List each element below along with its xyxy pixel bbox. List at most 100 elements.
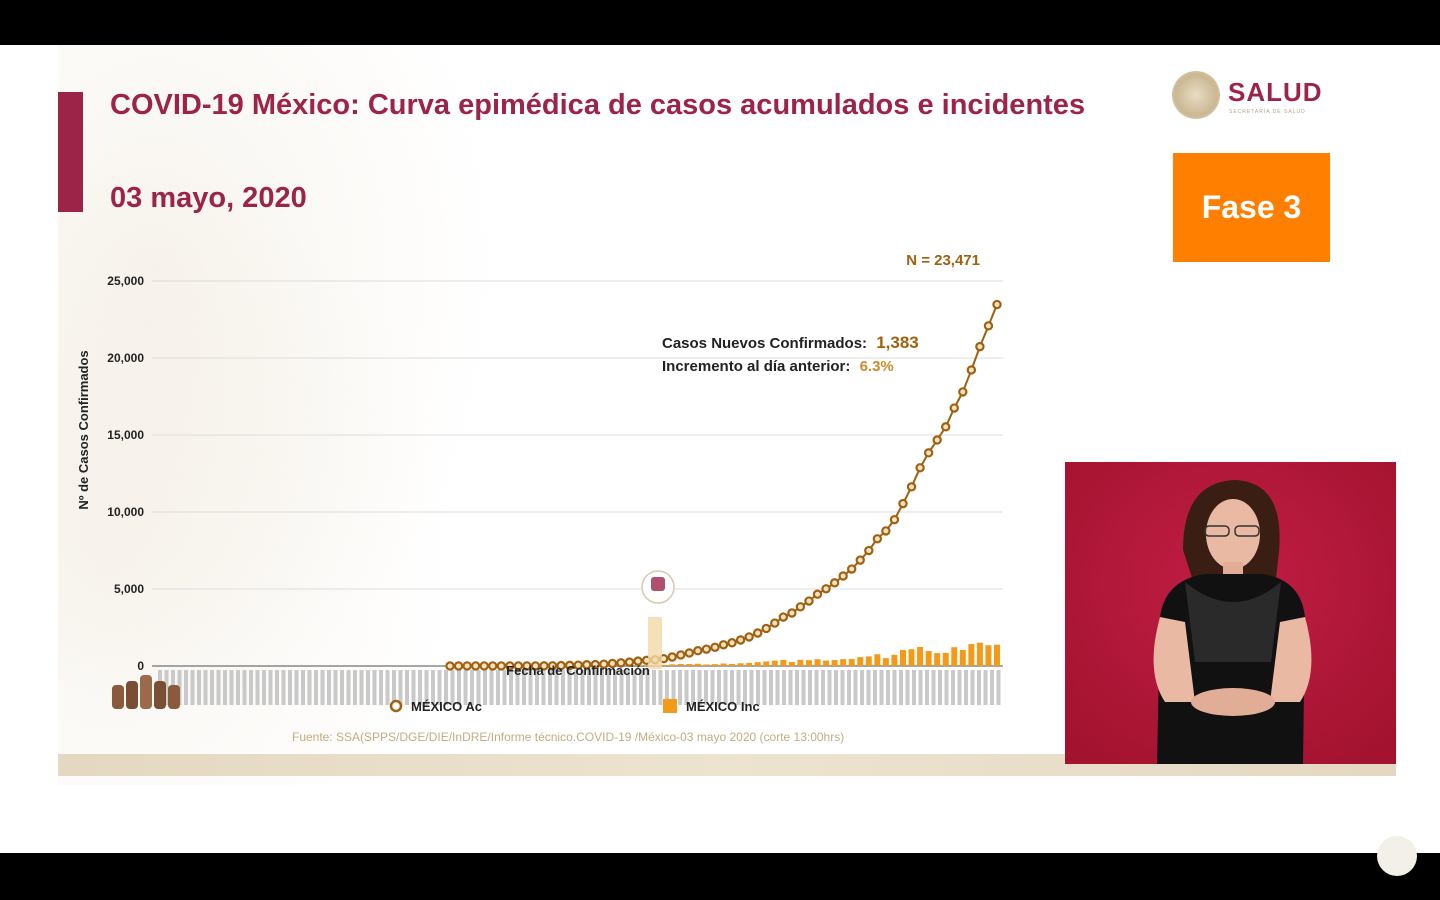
cumulative-point (889, 514, 900, 525)
x-date-tick (587, 670, 591, 705)
x-date-tick (970, 670, 975, 705)
x-date-tick (541, 670, 546, 705)
cumulative-point (752, 628, 763, 638)
x-date-tick (593, 670, 598, 705)
y-tick-label: 10,000 (107, 505, 144, 519)
incident-bar (985, 645, 992, 666)
x-date-tick (925, 670, 929, 705)
x-date-tick (307, 670, 312, 705)
incident-bar (942, 652, 949, 666)
cumulative-point (624, 657, 635, 667)
cumulative-point (847, 564, 857, 574)
incident-bar (797, 659, 804, 666)
legend-label-incident: MÉXICO Inc (686, 699, 760, 714)
cumulative-point (735, 635, 746, 645)
x-date-tick (606, 670, 611, 705)
legend-label-cumulative: MÉXICO Ac (411, 699, 482, 714)
x-date-tick (990, 670, 994, 705)
cumulative-point (744, 632, 754, 642)
cumulative-point (710, 642, 720, 652)
incident-bar (934, 653, 941, 666)
cumulative-point (983, 321, 994, 331)
incident-bar (805, 660, 812, 666)
x-date-tick (236, 670, 240, 705)
cumulative-point (599, 659, 609, 669)
incident-bar (951, 647, 958, 666)
x-date-tick (847, 670, 851, 705)
y-tick-label: 0 (137, 659, 144, 673)
cumulative-point (761, 623, 771, 634)
cumulative-point (915, 463, 925, 473)
incident-bar (814, 659, 821, 666)
x-date-tick (268, 670, 273, 705)
incident-bar (968, 644, 975, 666)
x-date-tick (613, 670, 617, 705)
x-axis-date-ticks (158, 670, 1001, 705)
y-tick-label: 15,000 (107, 428, 144, 442)
incident-bar (643, 665, 650, 666)
x-date-tick (470, 670, 474, 705)
x-date-tick (340, 670, 344, 705)
x-date-tick (977, 670, 981, 705)
x-date-tick (327, 670, 331, 705)
cumulative-point (453, 661, 464, 671)
cumulative-point (778, 612, 789, 622)
x-date-tick (444, 670, 448, 705)
x-date-tick (996, 670, 1001, 705)
cumulative-point (992, 299, 1002, 310)
y-tick-label: 20,000 (107, 351, 144, 365)
incident-bar (660, 664, 667, 666)
cumulative-point (564, 660, 575, 671)
cumulative-point (676, 650, 686, 660)
incident-bar (840, 659, 847, 666)
x-date-tick (892, 670, 897, 705)
incident-bar (831, 660, 838, 666)
cumulative-point (864, 545, 874, 556)
x-date-tick (723, 670, 728, 705)
x-date-tick (938, 670, 942, 705)
epidemic-curve-chart: 25,000 20,000 15,000 10,000 5,000 0 Nº de Cas… (76, 252, 1003, 714)
historical-figures-emblem (110, 663, 190, 713)
x-date-tick (203, 670, 208, 705)
incident-bar (865, 656, 872, 666)
cumulative-point (582, 660, 592, 670)
x-date-tick (769, 670, 773, 705)
x-date-tick (450, 670, 455, 705)
x-date-tick (639, 670, 643, 705)
x-date-tick (912, 670, 916, 705)
cumulative-point (838, 571, 848, 581)
cumulative-point (667, 652, 677, 662)
x-date-tick (821, 670, 825, 705)
x-date-tick (704, 670, 708, 705)
x-date-tick (548, 670, 552, 705)
x-date-tick (756, 670, 760, 705)
incident-bar (788, 661, 795, 666)
incident-bar (874, 654, 881, 666)
cumulative-point (881, 526, 891, 536)
logo-name: SALUD (1228, 77, 1323, 107)
coat-of-arms-icon (1172, 71, 1220, 119)
x-date-tick (743, 670, 747, 705)
x-date-tick (301, 670, 305, 705)
x-date-tick (405, 670, 409, 705)
x-date-tick (658, 670, 663, 705)
marker-figure-icon (641, 570, 675, 669)
cumulative-point (872, 534, 883, 544)
increment-annotation: Incremento al día anterior: 6.3% (662, 358, 894, 375)
x-date-tick (249, 670, 253, 705)
incident-bar (703, 664, 710, 666)
x-date-tick (190, 670, 195, 705)
y-tick-label: 5,000 (114, 582, 144, 596)
incident-bar (959, 649, 966, 666)
x-date-tick (918, 670, 923, 705)
x-date-tick (827, 670, 832, 705)
x-date-tick (600, 670, 604, 705)
incident-bar (669, 664, 676, 666)
cumulative-point (633, 656, 643, 666)
bottom-decorative-band (58, 754, 1396, 776)
cumulative-points (445, 299, 1002, 671)
x-date-tick (437, 670, 442, 705)
x-date-tick (879, 670, 884, 705)
incident-bar (771, 660, 778, 666)
cumulative-point (975, 341, 985, 352)
